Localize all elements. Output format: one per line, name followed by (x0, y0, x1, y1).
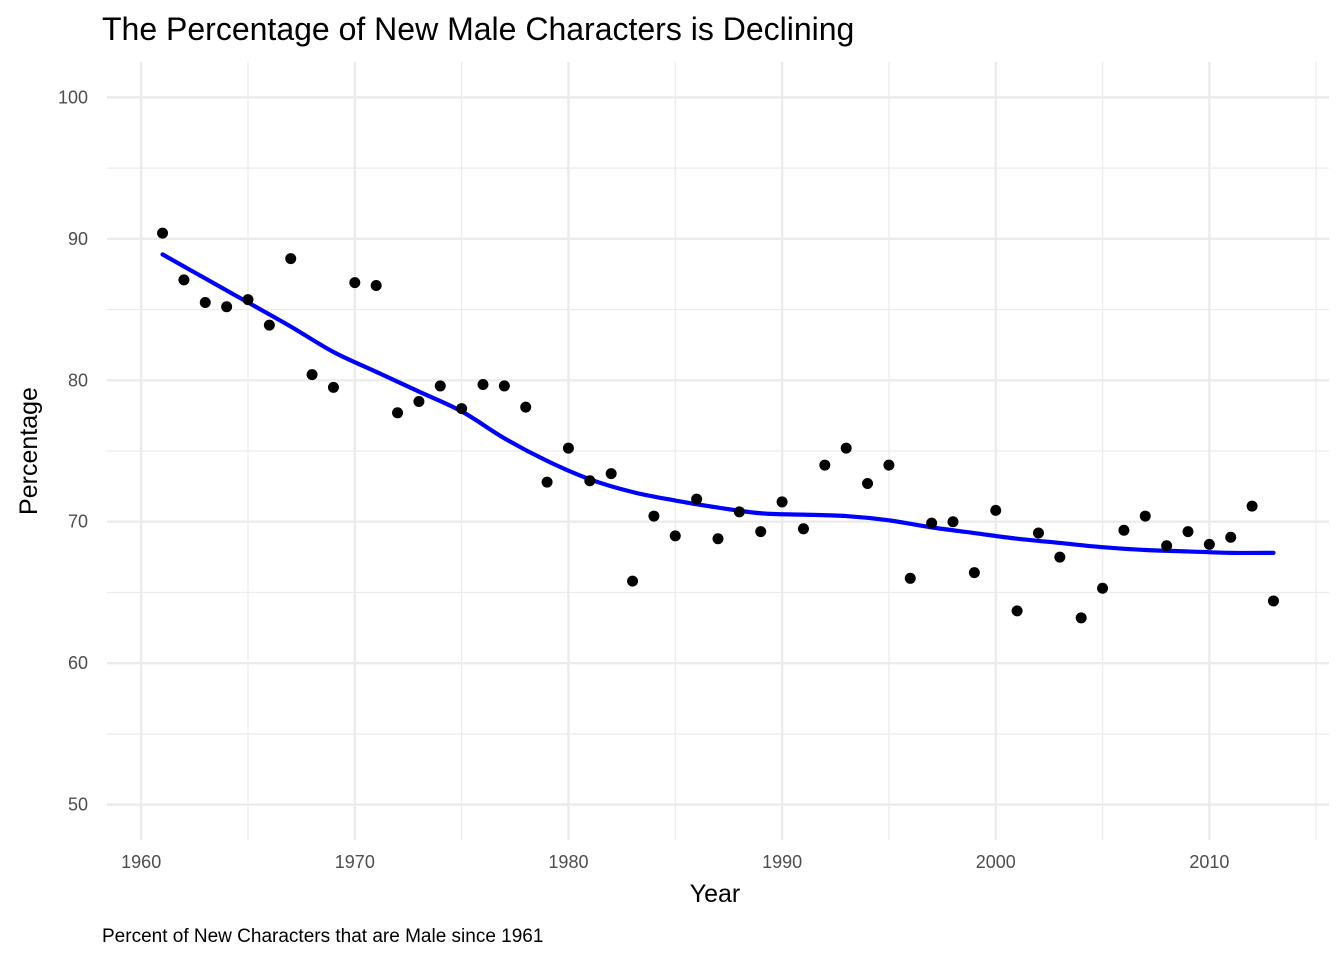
x-tick-label: 1970 (335, 852, 375, 872)
points-layer (157, 227, 1279, 624)
chart-title: The Percentage of New Male Characters is… (102, 11, 854, 47)
data-point (349, 277, 361, 289)
data-point (776, 496, 788, 508)
data-point (1182, 526, 1194, 538)
data-point (1161, 540, 1173, 552)
chart-caption: Percent of New Characters that are Male … (102, 926, 543, 947)
x-tick-label: 2010 (1189, 852, 1229, 872)
y-tick-label: 60 (68, 653, 88, 673)
data-point (926, 517, 938, 529)
data-point (1225, 531, 1237, 543)
smooth-line-layer (160, 252, 1276, 556)
data-point (883, 459, 895, 471)
data-point (1203, 538, 1215, 550)
data-point (968, 567, 980, 579)
data-point (562, 442, 574, 454)
data-point (1075, 612, 1087, 624)
data-point (456, 403, 468, 415)
x-tick-label: 2000 (976, 852, 1016, 872)
data-point (691, 493, 703, 505)
data-point (840, 442, 852, 454)
data-point (947, 516, 959, 528)
data-point (1054, 551, 1066, 563)
grid (107, 62, 1329, 840)
data-point (178, 274, 190, 286)
data-point (862, 478, 874, 490)
data-point (1011, 605, 1023, 617)
x-axis-title: Year (690, 880, 741, 908)
x-tick-label: 1960 (121, 852, 161, 872)
data-point (627, 575, 639, 587)
y-tick-label: 90 (68, 229, 88, 249)
y-axis-ticks: 50 60 70 80 90 100 (58, 87, 88, 814)
data-point (990, 504, 1002, 516)
data-point (755, 526, 767, 538)
data-point (733, 506, 745, 518)
data-point (242, 294, 254, 306)
data-point (434, 380, 446, 392)
data-point (327, 381, 339, 393)
data-point (498, 380, 510, 392)
data-point (541, 476, 553, 488)
data-point (669, 530, 681, 542)
y-tick-label: 100 (58, 87, 88, 107)
data-point (648, 510, 660, 522)
data-point (306, 369, 318, 381)
data-point (1118, 524, 1130, 536)
data-point (819, 459, 831, 471)
data-point (904, 572, 916, 584)
data-point (1246, 500, 1258, 512)
data-point (157, 227, 169, 239)
data-point (520, 401, 532, 413)
data-point (1097, 582, 1109, 594)
data-point (712, 533, 724, 545)
data-point (370, 279, 382, 291)
y-tick-label: 50 (68, 795, 88, 815)
data-point (477, 379, 489, 391)
data-point (263, 319, 275, 331)
data-point (413, 395, 425, 407)
x-axis-ticks: 1960 1970 1980 1990 2000 2010 (121, 852, 1229, 872)
y-tick-label: 80 (68, 370, 88, 390)
smooth-trend-line (160, 252, 1276, 556)
y-tick-label: 70 (68, 512, 88, 532)
data-point (797, 523, 809, 535)
data-point (1032, 527, 1044, 539)
x-tick-label: 1980 (548, 852, 588, 872)
data-point (1267, 595, 1279, 607)
y-axis-title: Percentage (15, 387, 43, 515)
data-point (221, 301, 233, 313)
data-point (199, 296, 211, 308)
data-point (605, 468, 617, 480)
data-point (584, 475, 596, 487)
data-point (285, 253, 297, 265)
data-point (1139, 510, 1151, 522)
x-tick-label: 1990 (762, 852, 802, 872)
data-point (392, 407, 404, 419)
